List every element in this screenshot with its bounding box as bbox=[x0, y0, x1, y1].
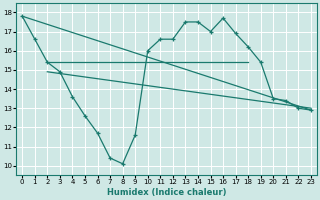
X-axis label: Humidex (Indice chaleur): Humidex (Indice chaleur) bbox=[107, 188, 226, 197]
